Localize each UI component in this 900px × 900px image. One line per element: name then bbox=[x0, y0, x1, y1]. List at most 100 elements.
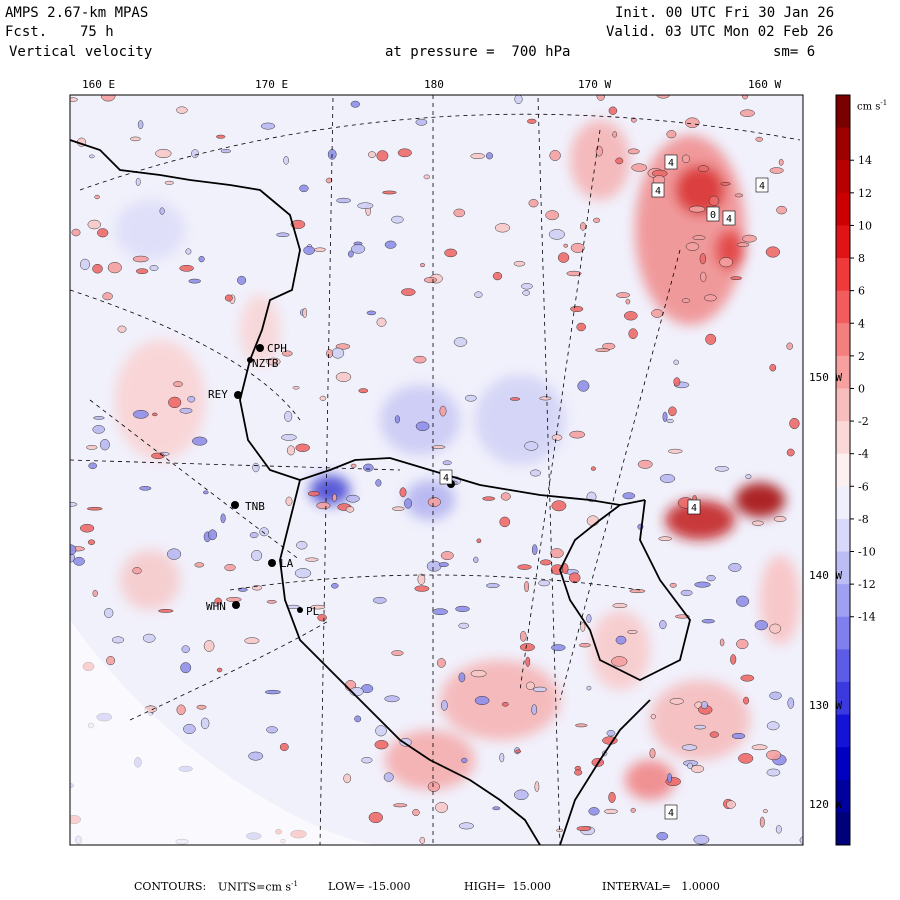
velocity-cell bbox=[159, 207, 165, 215]
contour-label: 4 bbox=[664, 804, 678, 820]
station-dot-tnb bbox=[231, 501, 239, 509]
velocity-cell bbox=[786, 448, 795, 457]
velocity-cell bbox=[627, 148, 640, 155]
velocity-cell bbox=[685, 242, 700, 251]
velocity-cell bbox=[224, 294, 233, 302]
velocity-cell bbox=[524, 441, 539, 451]
velocity-cell bbox=[158, 609, 174, 613]
colorbar-swatch bbox=[836, 649, 850, 683]
lon-label-160e: 160 E bbox=[82, 78, 116, 91]
vertical-velocity-field: CPH NZTB REY TNB LA WHN PL 4 4 4 0 4 4 4… bbox=[70, 95, 803, 845]
colorbar-swatch bbox=[836, 779, 850, 813]
velocity-cell bbox=[187, 395, 196, 403]
velocity-cell bbox=[181, 645, 190, 654]
velocity-cell bbox=[397, 148, 412, 158]
velocity-cell bbox=[697, 165, 709, 172]
velocity-cell bbox=[384, 695, 400, 703]
velocity-region bbox=[665, 500, 735, 540]
velocity-cell bbox=[290, 219, 306, 229]
velocity-cell bbox=[417, 573, 426, 585]
velocity-cell bbox=[525, 656, 531, 667]
velocity-cell bbox=[346, 494, 360, 503]
velocity-cell bbox=[264, 689, 281, 695]
velocity-cell bbox=[152, 412, 158, 417]
velocity-cell bbox=[351, 244, 366, 254]
svg-text:4: 4 bbox=[655, 186, 661, 197]
velocity-cell bbox=[501, 702, 509, 707]
velocity-cell bbox=[773, 516, 787, 522]
footer-high: HIGH= 15.000 bbox=[464, 880, 552, 893]
velocity-region bbox=[590, 610, 650, 690]
velocity-cell bbox=[789, 417, 800, 430]
velocity-cell bbox=[375, 479, 382, 487]
velocity-cell bbox=[93, 416, 105, 420]
velocity-cell bbox=[185, 248, 192, 255]
velocity-cell bbox=[375, 725, 387, 737]
velocity-cell bbox=[681, 744, 698, 751]
velocity-cell bbox=[520, 630, 527, 642]
velocity-cell bbox=[294, 568, 312, 579]
velocity-cell bbox=[627, 629, 638, 634]
velocity-cell bbox=[769, 691, 782, 700]
velocity-cell bbox=[608, 791, 616, 803]
velocity-cell bbox=[637, 459, 653, 469]
velocity-cell bbox=[745, 473, 752, 480]
station-label-tnb: TNB bbox=[245, 500, 265, 513]
smoothing-value: sm= 6 bbox=[773, 44, 816, 60]
velocity-cell bbox=[438, 562, 449, 568]
velocity-cell bbox=[616, 292, 631, 298]
velocity-cell bbox=[570, 242, 585, 253]
velocity-cell bbox=[470, 153, 486, 160]
velocity-cell bbox=[176, 106, 188, 114]
velocity-cell bbox=[335, 372, 352, 382]
velocity-cell bbox=[680, 589, 693, 596]
velocity-cell bbox=[730, 654, 737, 665]
velocity-cell bbox=[622, 492, 636, 500]
colorbar-tick-label: 0 bbox=[858, 382, 865, 395]
velocity-cell bbox=[596, 95, 606, 101]
velocity-cell bbox=[628, 328, 638, 340]
velocity-cell bbox=[435, 802, 449, 813]
velocity-cell bbox=[200, 717, 210, 730]
velocity-cell bbox=[691, 764, 705, 773]
colorbar-swatch bbox=[836, 355, 850, 389]
velocity-cell bbox=[574, 769, 583, 776]
colorbar-tick-label: -12 bbox=[858, 578, 876, 591]
velocity-cell bbox=[372, 596, 387, 604]
velocity-cell bbox=[743, 696, 750, 705]
svg-text:4: 4 bbox=[726, 214, 732, 225]
velocity-cell bbox=[139, 486, 152, 491]
contour-label: 4 bbox=[664, 154, 678, 170]
velocity-cell bbox=[86, 445, 98, 450]
colorbar-tick-label: -14 bbox=[858, 611, 876, 624]
svg-text:0: 0 bbox=[710, 210, 716, 221]
station-dot-whn bbox=[232, 601, 240, 609]
velocity-cell bbox=[740, 674, 755, 682]
velocity-cell bbox=[630, 807, 636, 813]
velocity-cell bbox=[117, 325, 127, 333]
velocity-region bbox=[115, 200, 185, 260]
station-label-pl: PL bbox=[306, 605, 320, 618]
velocity-cell bbox=[704, 294, 717, 302]
velocity-cell bbox=[266, 726, 278, 734]
velocity-cell bbox=[576, 826, 592, 832]
init-time: Init. 00 UTC Fri 30 Jan 26 bbox=[615, 5, 835, 21]
velocity-cell bbox=[524, 581, 530, 593]
velocity-cell bbox=[751, 520, 764, 526]
velocity-cell bbox=[513, 260, 526, 267]
velocity-cell bbox=[766, 768, 781, 777]
colorbar-swatch bbox=[836, 453, 850, 487]
velocity-cell bbox=[762, 809, 768, 814]
velocity-cell bbox=[651, 309, 663, 318]
velocity-cell bbox=[667, 773, 672, 783]
velocity-cell bbox=[453, 337, 468, 347]
velocity-cell bbox=[778, 158, 784, 166]
colorbar-tick-label: 10 bbox=[858, 219, 872, 232]
velocity-cell bbox=[528, 199, 539, 208]
velocity-cell bbox=[220, 149, 232, 154]
velocity-cell bbox=[97, 228, 109, 238]
velocity-cell bbox=[476, 538, 482, 544]
velocity-cell bbox=[350, 100, 360, 108]
velocity-cell bbox=[551, 500, 567, 512]
lon-label-170w: 170 W bbox=[578, 78, 612, 91]
